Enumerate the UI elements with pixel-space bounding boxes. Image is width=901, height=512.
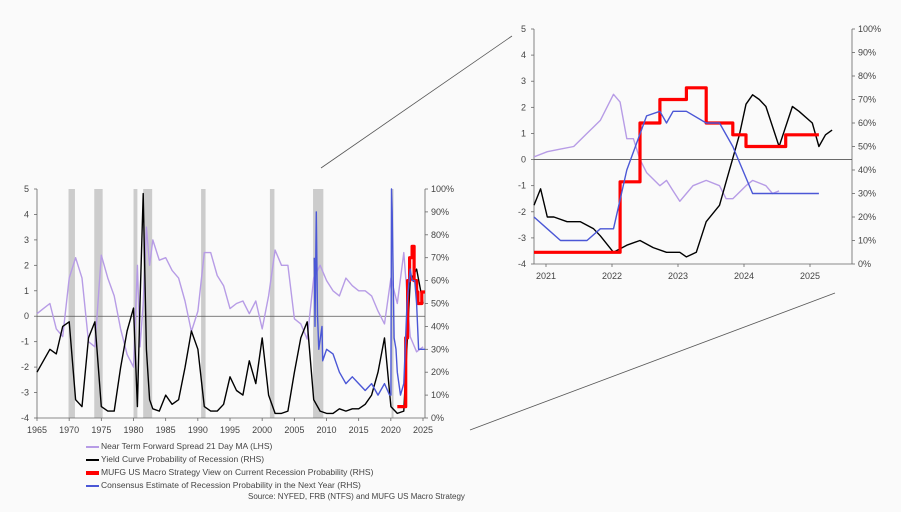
main-recession-band (143, 189, 153, 418)
inset-left-tick-label: -3 (518, 233, 526, 243)
inset-x-tick-label: 2022 (602, 271, 622, 281)
main-right-tick-label: 60% (431, 276, 449, 286)
main-x-tick-label: 1965 (27, 425, 47, 435)
main-series-0-line (36, 226, 424, 368)
main-x-tick-label: 1990 (188, 425, 208, 435)
inset-series-1-line (533, 94, 833, 258)
main-x-tick-label: 2015 (349, 425, 369, 435)
main-left-tick-label: -3 (21, 388, 29, 398)
inset-x-tick-label: 2024 (734, 271, 754, 281)
inset-right-tick-label: 40% (858, 165, 876, 175)
main-series-2-line (397, 244, 425, 409)
inset-right-tick-label: 100% (858, 24, 881, 34)
main-recession-band (313, 189, 324, 418)
main-x-tick-label: 1975 (91, 425, 111, 435)
inset-right-tick-label: 50% (858, 142, 876, 152)
inset-left-tick-label: -2 (518, 207, 526, 217)
legend-item-mufg-view: MUFG US Macro Strategy View on Current R… (86, 466, 373, 479)
inset-x-tick-label: 2023 (668, 271, 688, 281)
inset-left-tick-label: -1 (518, 181, 526, 191)
inset-x-tick-label: 2025 (800, 271, 820, 281)
legend-label-mufg-view: MUFG US Macro Strategy View on Current R… (101, 467, 374, 477)
legend-swatch-consensus (86, 484, 99, 487)
legend: Near Term Forward Spread 21 Day MA (LHS)… (86, 440, 373, 492)
inset-left-tick-label: 4 (521, 50, 526, 60)
main-x-tick-label: 1980 (123, 425, 143, 435)
main-series-3-line (313, 188, 425, 396)
main-left-tick-label: 2 (24, 260, 29, 270)
main-left-tick-label: 3 (24, 235, 29, 245)
main-recession-band (201, 189, 206, 418)
main-left-tick-label: 0 (24, 311, 29, 321)
legend-label-forward-spread: Near Term Forward Spread 21 Day MA (LHS) (101, 441, 273, 451)
main-right-tick-label: 40% (431, 321, 449, 331)
main-x-tick-label: 2005 (284, 425, 304, 435)
inset-left-tick-label: 1 (521, 128, 526, 138)
inset-x-tick-label: 2021 (536, 271, 556, 281)
inset-right-tick-label: 80% (858, 71, 876, 81)
inset-left-tick-label: -4 (518, 259, 526, 269)
legend-swatch-yield-curve (86, 458, 99, 461)
main-x-tick-label: 2000 (252, 425, 272, 435)
legend-swatch-forward-spread (86, 445, 99, 448)
legend-label-consensus: Consensus Estimate of Recession Probabil… (101, 480, 361, 490)
main-right-tick-label: 30% (431, 344, 449, 354)
inset-right-tick-label: 20% (858, 212, 876, 222)
main-left-tick-label: 4 (24, 209, 29, 219)
main-left-tick-label: -2 (21, 362, 29, 372)
main-right-tick-label: 20% (431, 367, 449, 377)
main-x-tick-label: 2025 (413, 425, 433, 435)
main-recession-band (391, 189, 394, 418)
inset-left-tick-label: 2 (521, 102, 526, 112)
main-right-tick-label: 10% (431, 390, 449, 400)
main-right-tick-label: 90% (431, 207, 449, 217)
inset-left-tick-label: 3 (521, 76, 526, 86)
main-right-tick-label: 100% (431, 184, 454, 194)
inset-right-tick-label: 60% (858, 118, 876, 128)
main-left-tick-label: 5 (24, 184, 29, 194)
inset-right-tick-label: 70% (858, 95, 876, 105)
main-x-tick-label: 1985 (156, 425, 176, 435)
inset-right-tick-label: 10% (858, 236, 876, 246)
zoom-connector-top (320, 35, 513, 169)
legend-item-forward-spread: Near Term Forward Spread 21 Day MA (LHS) (86, 440, 373, 453)
main-series-1-line (36, 192, 424, 415)
zoom-connector-bottom (469, 292, 836, 431)
inset-series-3-line (533, 110, 819, 242)
main-left-tick-label: -1 (21, 337, 29, 347)
main-x-tick-label: 1995 (220, 425, 240, 435)
legend-item-yield-curve: Yield Curve Probability of Recession (RH… (86, 453, 373, 466)
main-recession-band (68, 189, 75, 418)
main-right-tick-label: 0% (431, 413, 444, 423)
legend-label-yield-curve: Yield Curve Probability of Recession (RH… (101, 454, 265, 464)
legend-item-consensus: Consensus Estimate of Recession Probabil… (86, 479, 373, 492)
inset-series-2-line (534, 86, 819, 254)
inset-left-tick-label: 5 (521, 24, 526, 34)
inset-series-0-line (533, 93, 780, 203)
main-right-tick-label: 80% (431, 230, 449, 240)
inset-right-tick-label: 30% (858, 189, 876, 199)
inset-right-tick-label: 0% (858, 259, 871, 269)
source-note: Source: NYFED, FRB (NTFS) and MUFG US Ma… (248, 492, 465, 501)
main-x-tick-label: 2010 (316, 425, 336, 435)
main-right-tick-label: 70% (431, 253, 449, 263)
main-left-tick-label: 1 (24, 286, 29, 296)
main-x-tick-label: 2020 (381, 425, 401, 435)
main-left-tick-label: -4 (21, 413, 29, 423)
inset-right-tick-label: 90% (858, 48, 876, 58)
legend-swatch-mufg-view (86, 470, 99, 475)
main-right-tick-label: 50% (431, 299, 449, 309)
inset-left-tick-label: 0 (521, 155, 526, 165)
main-x-tick-label: 1970 (59, 425, 79, 435)
main-recession-band (269, 189, 275, 418)
